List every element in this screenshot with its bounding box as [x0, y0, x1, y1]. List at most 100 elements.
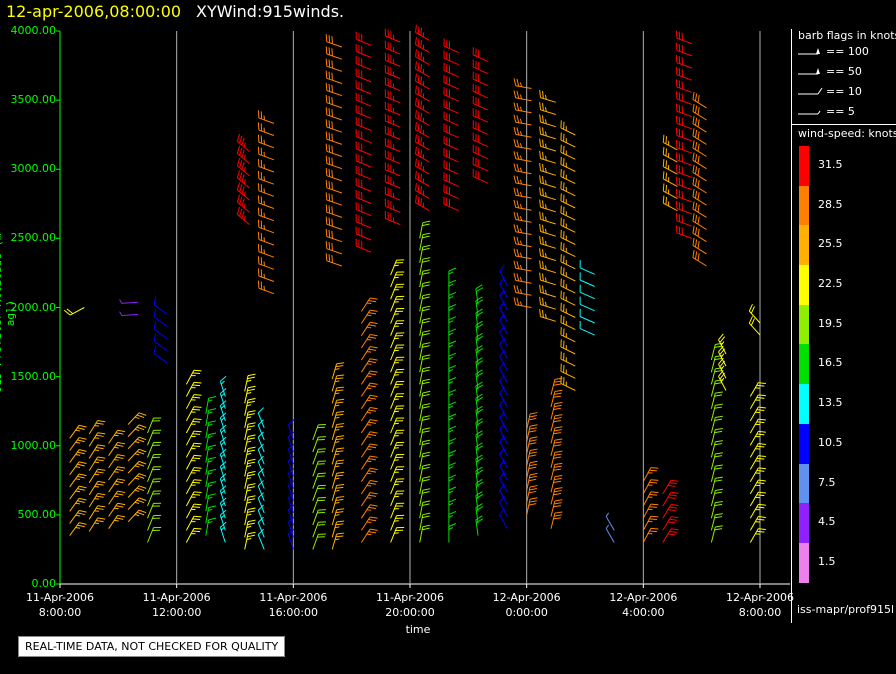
- wind-barb: [539, 223, 556, 237]
- wind-barb: [526, 485, 538, 503]
- wind-barb: [419, 463, 431, 482]
- wind-barb: [475, 320, 484, 342]
- wind-barb: [360, 467, 378, 482]
- wind-barb: [331, 435, 345, 453]
- wind-barb: [675, 91, 693, 105]
- wind-barb: [355, 43, 372, 58]
- wind-barb: [472, 168, 489, 184]
- wind-barb: [419, 500, 431, 519]
- wind-barb: [331, 386, 345, 404]
- wind-barb: [244, 483, 256, 501]
- wind-barb: [475, 418, 484, 439]
- y-tick-label: 500.00: [17, 507, 57, 521]
- wind-barb: [355, 202, 372, 217]
- wind-barb: [443, 74, 459, 90]
- wind-barb: [662, 491, 679, 507]
- wind-barb: [127, 473, 147, 486]
- wind-barb: [415, 36, 430, 54]
- wind-barb: [244, 531, 256, 550]
- wind-barb: [472, 95, 489, 111]
- wind-barb: [419, 232, 431, 251]
- wind-barb: [662, 195, 678, 212]
- wind-barb: [390, 271, 405, 288]
- wind-barb: [419, 305, 431, 324]
- wind-barb: [325, 34, 343, 48]
- wind-barb: [475, 466, 484, 487]
- wind-barb: [560, 168, 576, 185]
- wind-barb: [384, 64, 401, 80]
- colorbar-swatch: [799, 384, 809, 424]
- wind-barb: [662, 171, 678, 187]
- wind-barb: [360, 394, 378, 409]
- wind-barb: [419, 317, 431, 336]
- wind-barb: [384, 89, 401, 104]
- flag-legend-row: == 5: [792, 102, 896, 122]
- flag-legend-row: == 100: [792, 42, 896, 62]
- x-tick-date: 12-Apr-2006: [492, 591, 561, 604]
- wind-barb: [390, 490, 405, 507]
- wind-barb: [710, 354, 723, 373]
- wind-barb: [419, 427, 431, 446]
- colorbar-row: 31.5: [792, 146, 896, 186]
- colorbar-row: 1.5: [792, 542, 896, 583]
- wind-barb: [331, 459, 345, 477]
- x-axis-label: time: [405, 623, 431, 636]
- wind-barb: [257, 195, 275, 209]
- wind-barb: [108, 490, 126, 505]
- wind-barb: [448, 267, 457, 287]
- wind-barb: [560, 229, 576, 245]
- wind-barb: [675, 67, 693, 81]
- wind-barb: [390, 454, 405, 470]
- wind-barb: [513, 211, 532, 223]
- wind-barb: [390, 441, 405, 458]
- wind-barb: [642, 503, 659, 519]
- colorbar-row: 4.5: [792, 503, 896, 543]
- wind-barb: [244, 519, 256, 538]
- wind-barb: [539, 308, 556, 322]
- x-tick-label: 12-Apr-2006 8:00:00: [715, 590, 805, 620]
- wind-barb: [539, 175, 556, 188]
- wind-barb: [257, 183, 275, 197]
- wind-barb: [560, 266, 576, 282]
- colorbar-swatch: [799, 463, 809, 504]
- wind-barb: [419, 330, 431, 348]
- wind-barb: [360, 309, 378, 324]
- wind-barb: [312, 521, 326, 538]
- wind-barb: [244, 470, 256, 489]
- wind-barb: [205, 408, 217, 427]
- wind-barb: [360, 370, 378, 385]
- wind-barb: [550, 474, 563, 493]
- wind-barb: [108, 466, 126, 481]
- wind-barb: [325, 216, 343, 230]
- wind-barb: [749, 382, 766, 397]
- wind-barb: [312, 423, 326, 441]
- wind-barb: [325, 228, 343, 243]
- wind-barb: [692, 116, 707, 133]
- wind-barb: [675, 79, 693, 93]
- wind-barb: [550, 389, 563, 408]
- wind-barb: [63, 307, 85, 316]
- wind-barb: [257, 219, 275, 234]
- y-tick-label: 1000.00: [10, 438, 57, 452]
- wind-barb: [560, 278, 576, 294]
- wind-barb: [675, 213, 693, 227]
- wind-barb: [390, 405, 405, 422]
- wind-barb: [257, 492, 265, 514]
- wind-barb: [325, 119, 343, 133]
- wind-barb: [710, 452, 723, 470]
- x-tick-label: 11-Apr-2006 8:00:00: [15, 590, 105, 620]
- colorbar-label: 16.5: [818, 356, 843, 370]
- wind-barb: [390, 478, 405, 495]
- wind-barb: [475, 369, 484, 390]
- wind-barb: [236, 145, 250, 165]
- wind-barb: [185, 503, 202, 519]
- wind-barb: [205, 517, 217, 536]
- x-tick-date: 12-Apr-2006: [725, 591, 794, 604]
- wind-barb: [642, 479, 659, 495]
- wind-barb: [475, 442, 484, 463]
- wind-barb: [360, 516, 378, 531]
- wind-barb: [475, 491, 484, 512]
- wind-barb: [355, 92, 372, 107]
- wind-barb: [513, 236, 532, 248]
- wind-barb: [185, 430, 202, 446]
